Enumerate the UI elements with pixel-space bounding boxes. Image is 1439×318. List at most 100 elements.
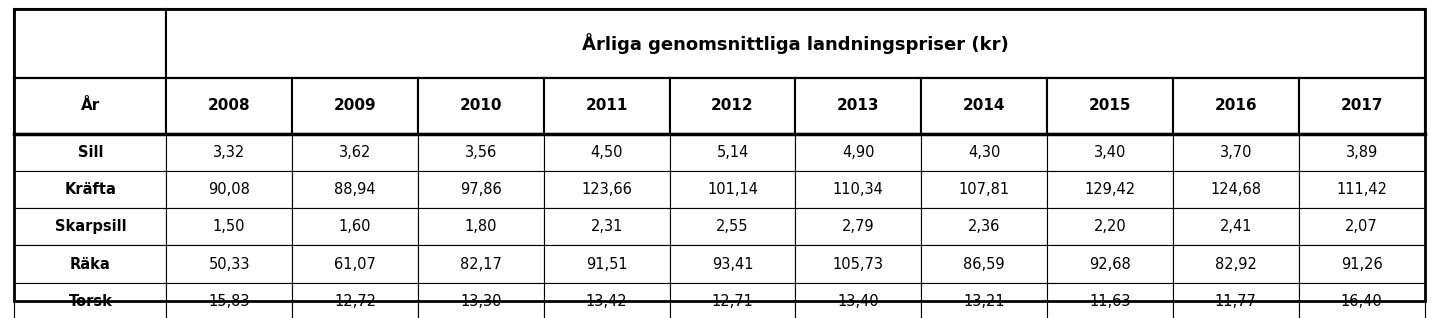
Text: 2,55: 2,55 [717,219,748,234]
Text: 2008: 2008 [207,98,250,113]
Bar [167,283,292,318]
Bar [417,78,544,134]
Bar [1299,134,1425,171]
Text: Skarpsill: Skarpsill [55,219,127,234]
Text: 111,42: 111,42 [1337,182,1387,197]
Text: 124,68: 124,68 [1210,182,1262,197]
Bar [669,208,796,245]
Bar [1173,78,1299,134]
Text: 11,77: 11,77 [1215,294,1256,309]
Text: 50,33: 50,33 [209,257,250,272]
Text: 4,90: 4,90 [842,145,875,160]
Text: 3,89: 3,89 [1345,145,1377,160]
Bar [14,9,167,78]
Bar [1299,171,1425,208]
Text: 2011: 2011 [586,98,627,113]
Bar [292,171,417,208]
Text: 129,42: 129,42 [1085,182,1135,197]
Bar [14,134,167,171]
Bar [292,134,417,171]
Text: 93,41: 93,41 [712,257,753,272]
Bar [669,171,796,208]
Bar [796,245,921,283]
Text: 92,68: 92,68 [1089,257,1131,272]
Text: År: År [81,98,99,113]
Text: 91,26: 91,26 [1341,257,1383,272]
Text: 2017: 2017 [1341,98,1383,113]
Bar [417,208,544,245]
Text: 13,21: 13,21 [963,294,1004,309]
Bar [669,134,796,171]
Bar [1299,78,1425,134]
Bar [292,245,417,283]
Bar [544,283,669,318]
Text: 2009: 2009 [334,98,377,113]
Bar [167,208,292,245]
Bar [417,245,544,283]
Bar [1048,78,1173,134]
Text: 4,30: 4,30 [968,145,1000,160]
Text: 16,40: 16,40 [1341,294,1383,309]
Text: 2012: 2012 [711,98,754,113]
Bar [1048,208,1173,245]
Text: 1,60: 1,60 [338,219,371,234]
Bar [167,9,1425,78]
Text: Sill: Sill [78,145,104,160]
Text: 101,14: 101,14 [707,182,758,197]
Bar [14,283,167,318]
Text: 15,83: 15,83 [209,294,250,309]
Text: 3,70: 3,70 [1220,145,1252,160]
Text: 2,31: 2,31 [590,219,623,234]
Text: Räka: Räka [71,257,111,272]
Bar [14,78,167,134]
Text: 2,07: 2,07 [1345,219,1379,234]
Text: 13,40: 13,40 [837,294,879,309]
Text: 3,56: 3,56 [465,145,496,160]
Bar [796,283,921,318]
Bar [921,78,1048,134]
Bar [417,134,544,171]
Bar [14,245,167,283]
Text: 12,71: 12,71 [711,294,754,309]
Bar [167,171,292,208]
Bar [544,208,669,245]
Bar [292,208,417,245]
Text: 1,80: 1,80 [465,219,496,234]
Bar [669,245,796,283]
Text: 88,94: 88,94 [334,182,376,197]
Bar [1299,283,1425,318]
Text: 11,63: 11,63 [1089,294,1131,309]
Text: 2,20: 2,20 [1094,219,1127,234]
Bar [1173,208,1299,245]
Text: 1,50: 1,50 [213,219,246,234]
Bar [921,171,1048,208]
Text: 97,86: 97,86 [460,182,502,197]
Text: Kräfta: Kräfta [65,182,117,197]
Bar [544,245,669,283]
Text: 91,51: 91,51 [586,257,627,272]
Text: 2015: 2015 [1089,98,1131,113]
Text: 5,14: 5,14 [717,145,748,160]
Text: 123,66: 123,66 [581,182,632,197]
Text: 90,08: 90,08 [209,182,250,197]
Text: 61,07: 61,07 [334,257,376,272]
Text: 3,62: 3,62 [338,145,371,160]
Text: 82,92: 82,92 [1215,257,1256,272]
Text: 82,17: 82,17 [460,257,502,272]
Bar [544,171,669,208]
Bar [921,134,1048,171]
Text: 105,73: 105,73 [833,257,884,272]
Bar [1173,134,1299,171]
Bar [14,208,167,245]
Text: 12,72: 12,72 [334,294,376,309]
Bar [1173,245,1299,283]
Text: 3,32: 3,32 [213,145,245,160]
Text: 2,36: 2,36 [968,219,1000,234]
Text: 4,50: 4,50 [590,145,623,160]
Bar [167,134,292,171]
Bar [1299,208,1425,245]
Bar [796,134,921,171]
Bar [1299,245,1425,283]
Bar [14,171,167,208]
Bar [669,78,796,134]
